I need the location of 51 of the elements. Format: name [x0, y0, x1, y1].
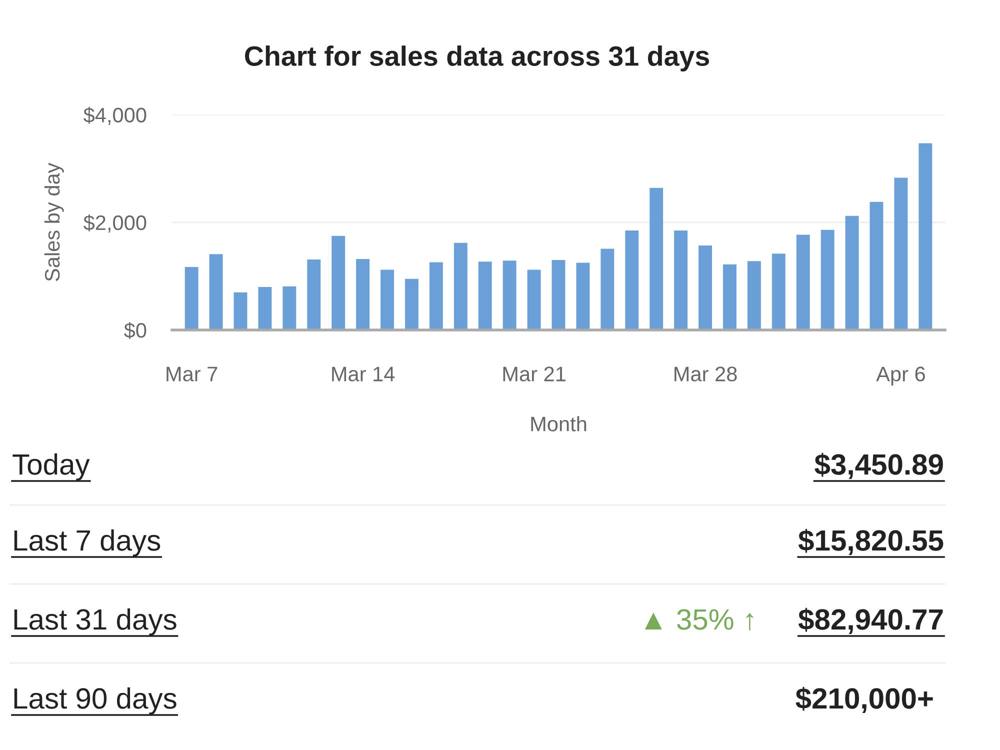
- bar: [332, 236, 346, 330]
- bar: [772, 254, 786, 330]
- text: $210,000+: [796, 686, 933, 714]
- bar: [552, 260, 566, 330]
- text: Last 90 days: [14, 687, 176, 715]
- bar: [282, 286, 296, 330]
- bar: [380, 270, 394, 330]
- bar: [429, 262, 443, 330]
- y-axis-title: Sales by day: [44, 162, 64, 282]
- bar: [405, 278, 418, 330]
- bar: [820, 230, 834, 330]
- bar: [918, 143, 932, 330]
- text: $82,940.77: [798, 608, 943, 634]
- chart-title: Chart for sales data across 31 days: [245, 46, 710, 72]
- text: $15,820.55: [798, 528, 944, 556]
- bar: [307, 260, 321, 330]
- bar: [894, 178, 908, 330]
- bar: [600, 248, 614, 330]
- bar: [625, 230, 639, 330]
- bar: [356, 258, 370, 330]
- x-tick-label: Mar 7: [166, 366, 218, 382]
- x-tick-label: Apr 6: [876, 366, 925, 386]
- bar: [674, 230, 688, 330]
- text: $3,450.89: [814, 452, 943, 480]
- x-tick-label: Mar 21: [503, 366, 566, 382]
- bar: [650, 188, 664, 330]
- bar: [527, 270, 541, 330]
- text: Last 31 days: [14, 608, 176, 636]
- y-tick-label: $2,000: [84, 214, 146, 233]
- bar: [870, 202, 884, 330]
- bar: [796, 234, 810, 330]
- text: Last 7 days: [14, 529, 160, 557]
- x-tick-label: Mar 28: [674, 366, 737, 382]
- bar: [723, 264, 736, 330]
- text: Today: [12, 453, 90, 481]
- bar: [258, 286, 272, 330]
- x-tick-label: Mar 14: [332, 366, 395, 382]
- bar: [209, 254, 223, 330]
- x-axis-title: Month: [531, 416, 586, 432]
- bar: [478, 262, 492, 330]
- y-tick-label: $0: [124, 322, 146, 339]
- bar: [184, 267, 198, 330]
- bar: [698, 246, 712, 330]
- bar: [454, 242, 468, 330]
- y-tick-label: $4,000: [84, 106, 146, 125]
- bar: [234, 292, 248, 330]
- bar: [845, 216, 859, 330]
- text: ▲ 35% ↑: [644, 609, 754, 630]
- bar: [747, 261, 761, 330]
- bar: [576, 262, 590, 330]
- bar: [502, 260, 516, 330]
